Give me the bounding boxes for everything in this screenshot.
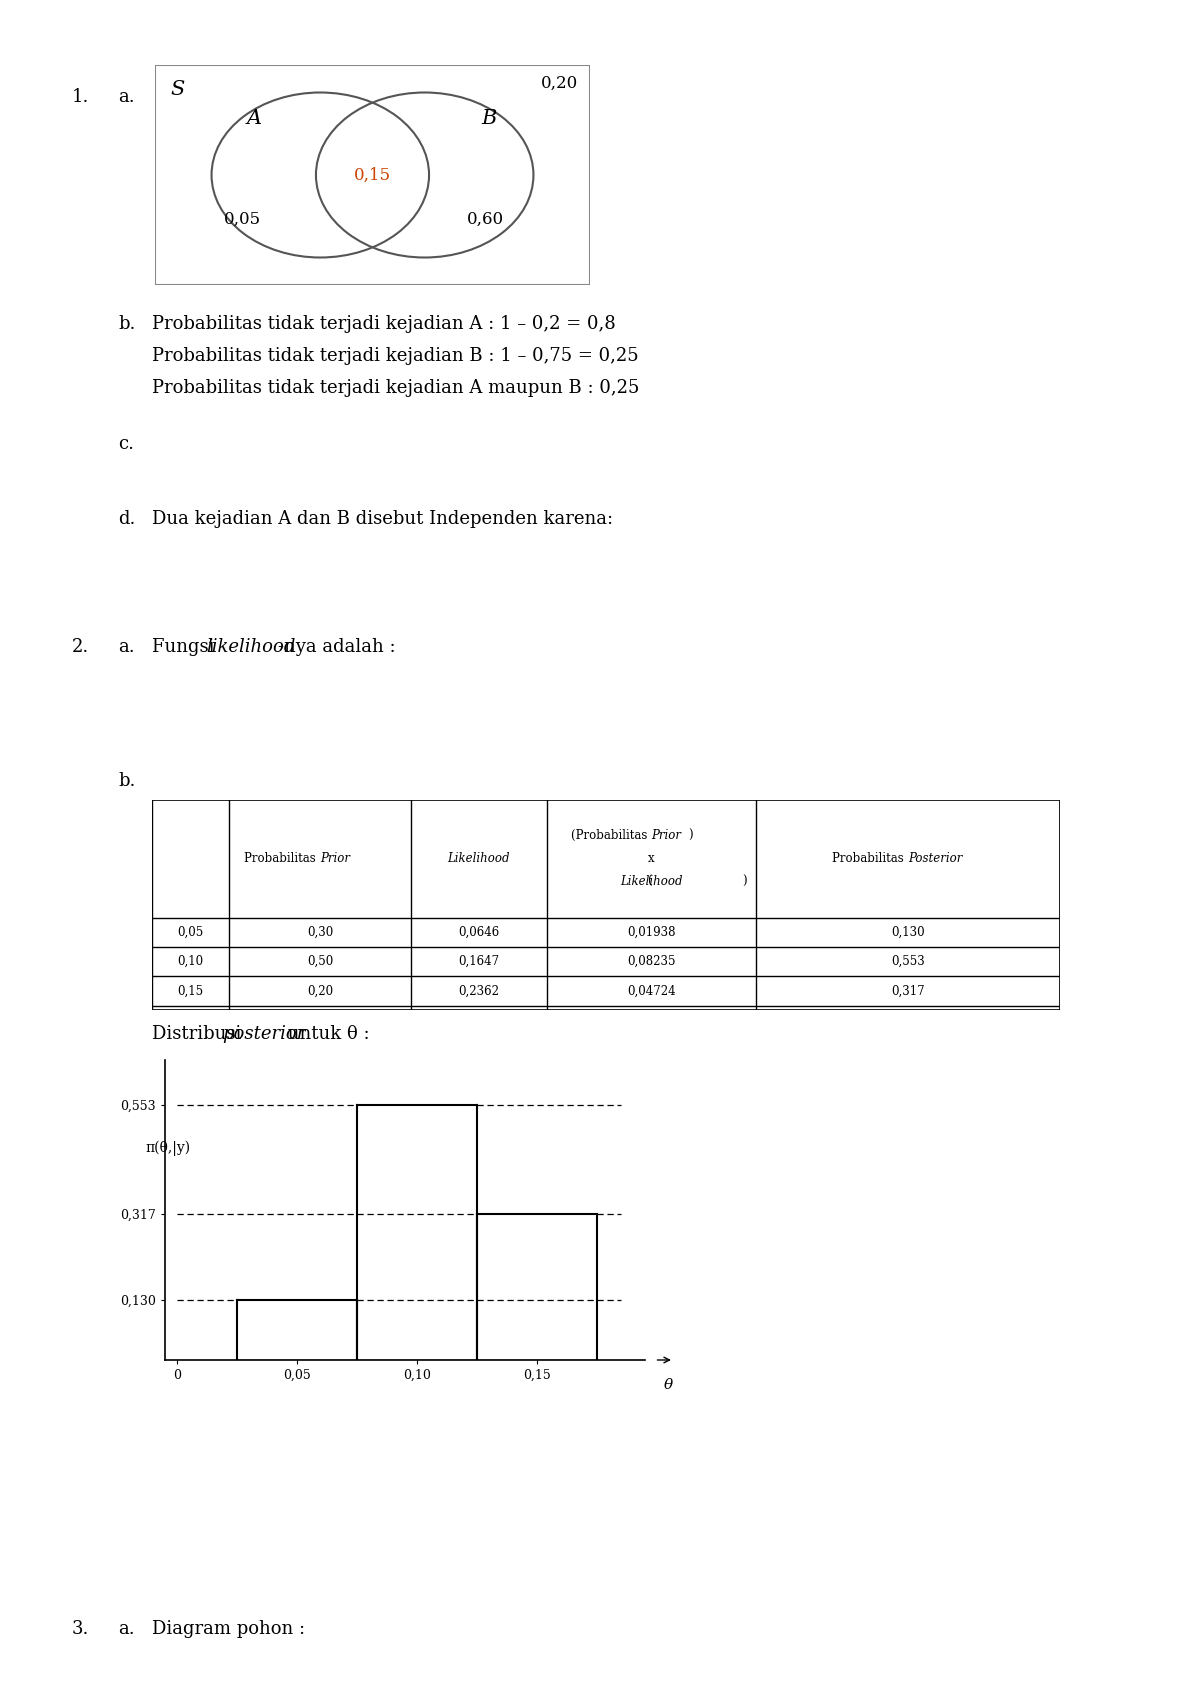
Text: 0,50: 0,50 xyxy=(307,956,334,968)
Text: 0,317: 0,317 xyxy=(892,985,925,998)
Text: 3.: 3. xyxy=(72,1620,89,1639)
Text: 0,15: 0,15 xyxy=(354,166,391,183)
Text: ): ) xyxy=(688,829,692,842)
Text: Prior: Prior xyxy=(652,829,682,842)
Text: 0,0646: 0,0646 xyxy=(458,925,499,939)
Text: a.: a. xyxy=(118,1620,134,1639)
Text: 0,553: 0,553 xyxy=(892,956,925,968)
Text: x: x xyxy=(648,852,655,866)
Text: 0,60: 0,60 xyxy=(467,211,504,228)
Text: likelihood: likelihood xyxy=(206,638,295,655)
Text: Prior: Prior xyxy=(320,852,350,866)
Text: 0,130: 0,130 xyxy=(892,925,925,939)
Text: 0,15: 0,15 xyxy=(178,985,204,998)
Text: ): ) xyxy=(742,876,746,888)
Text: Dua kejadian A dan B disebut Independen karena:: Dua kejadian A dan B disebut Independen … xyxy=(152,509,613,528)
Text: A: A xyxy=(246,109,262,127)
Text: 2.: 2. xyxy=(72,638,89,655)
Text: d.: d. xyxy=(118,509,136,528)
Text: -nya adalah :: -nya adalah : xyxy=(278,638,396,655)
Text: untuk θ :: untuk θ : xyxy=(282,1026,370,1043)
Text: Likelihood: Likelihood xyxy=(448,852,510,866)
Text: b.: b. xyxy=(118,316,136,333)
Text: Likelihood: Likelihood xyxy=(620,876,683,888)
Text: posterior: posterior xyxy=(222,1026,305,1043)
Text: (: ( xyxy=(647,876,652,888)
Text: 0,05: 0,05 xyxy=(223,211,260,228)
Text: 0,04724: 0,04724 xyxy=(628,985,676,998)
Text: Probabilitas tidak terjadi kejadian A : 1 – 0,2 = 0,8: Probabilitas tidak terjadi kejadian A : … xyxy=(152,316,616,333)
Text: a.: a. xyxy=(118,88,134,105)
Text: Diagram pohon :: Diagram pohon : xyxy=(152,1620,305,1639)
Text: 0,10: 0,10 xyxy=(178,956,204,968)
Text: Probabilitas tidak terjadi kejadian A maupun B : 0,25: Probabilitas tidak terjadi kejadian A ma… xyxy=(152,379,640,397)
Text: θ: θ xyxy=(665,1379,673,1392)
Text: Posterior: Posterior xyxy=(908,852,962,866)
Text: 0,08235: 0,08235 xyxy=(628,956,676,968)
Text: Probabilitas tidak terjadi kejadian B : 1 – 0,75 = 0,25: Probabilitas tidak terjadi kejadian B : … xyxy=(152,346,638,365)
Text: Distribusi: Distribusi xyxy=(152,1026,247,1043)
Text: (Probabilitas: (Probabilitas xyxy=(571,829,652,842)
Text: 0,1647: 0,1647 xyxy=(458,956,499,968)
Text: 0,2362: 0,2362 xyxy=(458,985,499,998)
Text: a.: a. xyxy=(118,638,134,655)
Text: B: B xyxy=(481,109,497,127)
Text: b.: b. xyxy=(118,773,136,790)
Text: S: S xyxy=(170,80,185,98)
Text: 0,01938: 0,01938 xyxy=(628,925,676,939)
Text: 0,20: 0,20 xyxy=(541,75,578,92)
Text: c.: c. xyxy=(118,435,134,453)
Text: Fungsi: Fungsi xyxy=(152,638,221,655)
Text: 0,30: 0,30 xyxy=(307,925,334,939)
Text: 0,20: 0,20 xyxy=(307,985,334,998)
Text: 1.: 1. xyxy=(72,88,89,105)
Text: π(θ,|y): π(θ,|y) xyxy=(146,1141,191,1156)
Text: Probabilitas: Probabilitas xyxy=(833,852,908,866)
Text: Probabilitas: Probabilitas xyxy=(245,852,320,866)
Text: 0,05: 0,05 xyxy=(178,925,204,939)
